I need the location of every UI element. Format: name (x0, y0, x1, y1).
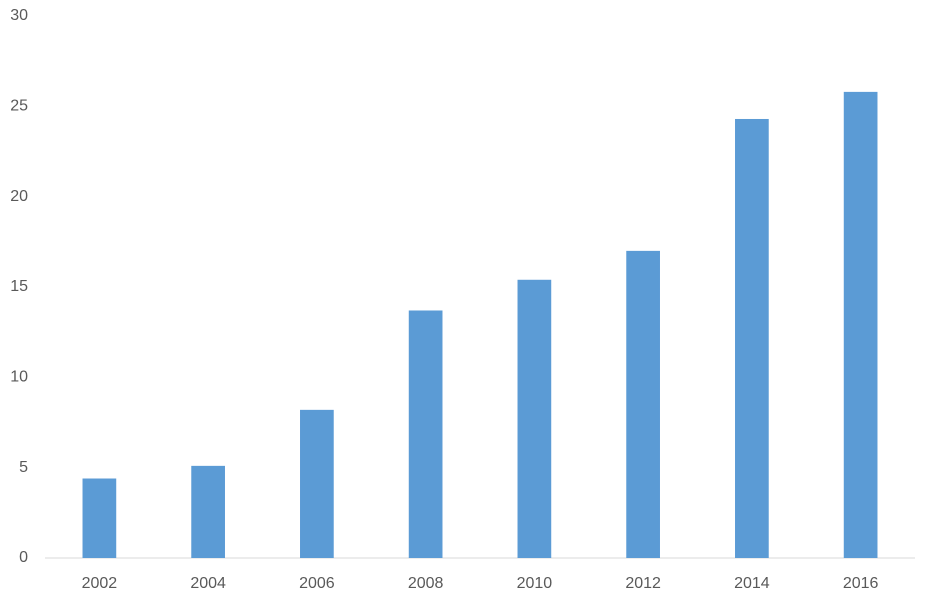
y-tick-label: 5 (19, 459, 28, 476)
y-tick-label: 0 (19, 549, 28, 566)
bar (735, 118, 769, 558)
y-tick-label: 20 (10, 188, 28, 205)
bar (517, 279, 552, 558)
x-tick-label: 2002 (82, 575, 118, 592)
bar (408, 310, 443, 558)
y-tick-label: 15 (10, 278, 28, 295)
bar (843, 91, 878, 558)
x-tick-label: 2016 (843, 575, 879, 592)
x-tick-label: 2008 (408, 575, 444, 592)
bar (191, 465, 225, 558)
y-tick-label: 25 (10, 98, 28, 115)
y-tick-label: 10 (10, 369, 28, 386)
bar (626, 250, 660, 558)
x-tick-label: 2012 (625, 575, 661, 592)
bar (82, 478, 117, 558)
x-tick-label: 2014 (734, 575, 770, 592)
x-tick-label: 2010 (517, 575, 553, 592)
x-tick-label: 2006 (299, 575, 335, 592)
x-tick-label: 2004 (190, 575, 226, 592)
y-tick-label: 30 (10, 7, 28, 24)
bar (300, 409, 334, 558)
